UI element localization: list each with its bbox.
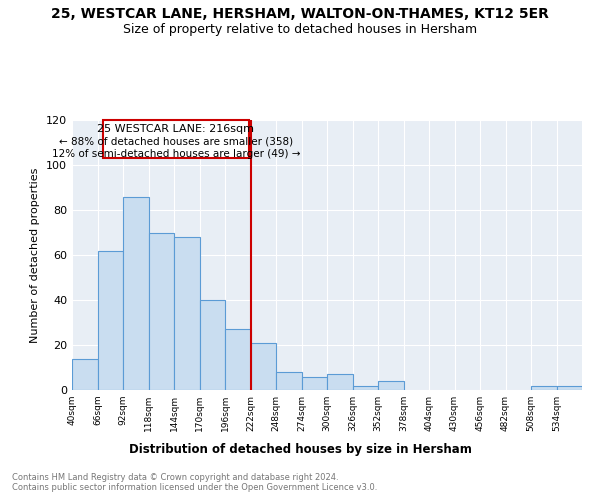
Bar	[225, 329, 251, 390]
Text: Contains HM Land Registry data © Crown copyright and database right 2024.
Contai: Contains HM Land Registry data © Crown c…	[12, 472, 377, 492]
Bar	[200, 300, 225, 390]
Bar	[531, 386, 557, 390]
Bar	[72, 358, 97, 390]
Bar	[123, 196, 149, 390]
Bar	[174, 237, 199, 390]
Text: 12% of semi-detached houses are larger (49) →: 12% of semi-detached houses are larger (…	[52, 149, 300, 159]
Bar	[327, 374, 353, 390]
Bar	[251, 343, 276, 390]
Bar	[97, 250, 123, 390]
Text: 25 WESTCAR LANE: 216sqm: 25 WESTCAR LANE: 216sqm	[97, 124, 254, 134]
Bar	[302, 376, 327, 390]
Bar	[378, 381, 404, 390]
Text: ← 88% of detached houses are smaller (358): ← 88% of detached houses are smaller (35…	[59, 137, 293, 147]
FancyBboxPatch shape	[103, 120, 248, 158]
Bar	[276, 372, 302, 390]
Bar	[557, 386, 582, 390]
Text: Size of property relative to detached houses in Hersham: Size of property relative to detached ho…	[123, 22, 477, 36]
Bar	[353, 386, 378, 390]
Y-axis label: Number of detached properties: Number of detached properties	[31, 168, 40, 342]
Text: 25, WESTCAR LANE, HERSHAM, WALTON-ON-THAMES, KT12 5ER: 25, WESTCAR LANE, HERSHAM, WALTON-ON-THA…	[51, 8, 549, 22]
Bar	[149, 232, 174, 390]
Text: Distribution of detached houses by size in Hersham: Distribution of detached houses by size …	[128, 442, 472, 456]
